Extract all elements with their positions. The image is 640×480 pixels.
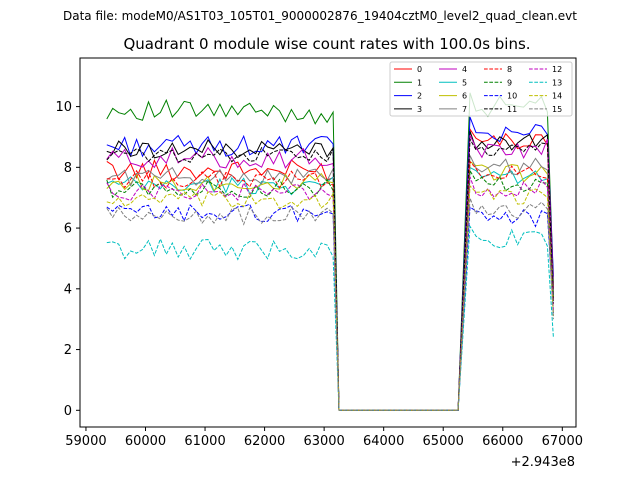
legend-box xyxy=(389,61,573,117)
legend-label-4: 4 xyxy=(462,65,467,74)
y-tick-label: 0 xyxy=(64,404,72,419)
series-line-8 xyxy=(106,160,554,411)
series-line-5 xyxy=(106,166,554,411)
x-tick-label: 59000 xyxy=(65,434,106,449)
series-line-13 xyxy=(106,224,554,411)
legend-label-13: 13 xyxy=(552,78,562,87)
axes-frame xyxy=(79,57,577,428)
plot-area: 59000 60000 61000 62000 63000 64000 65000 66000… xyxy=(55,57,583,449)
series-line-4 xyxy=(106,135,554,411)
legend-label-10: 10 xyxy=(507,92,517,101)
series-line-7 xyxy=(106,155,554,411)
series-line-14 xyxy=(106,184,554,411)
legend-label-12: 12 xyxy=(552,65,562,74)
legend-label-0: 0 xyxy=(417,65,422,74)
x-tick-label: 62000 xyxy=(244,434,285,449)
y-tick-label: 2 xyxy=(64,343,72,358)
x-tick-label: 67000 xyxy=(542,434,583,449)
legend-label-15: 15 xyxy=(552,105,562,114)
legend-label-3: 3 xyxy=(417,105,422,114)
legend-label-14: 14 xyxy=(552,92,562,101)
legend-label-11: 11 xyxy=(507,105,517,114)
axes-background xyxy=(80,58,576,427)
series-line-15 xyxy=(106,197,554,411)
series-line-12 xyxy=(106,176,554,411)
x-offset-label: +2.943e8 xyxy=(511,455,575,470)
x-tick-label: 63000 xyxy=(303,434,344,449)
x-tick-label: 60000 xyxy=(125,434,166,449)
y-axis-ticks: 0 2 4 6 8 10 xyxy=(55,100,80,419)
x-axis-ticks: 59000 60000 61000 62000 63000 64000 65000 66000… xyxy=(65,427,583,449)
y-tick-label: 10 xyxy=(55,100,72,115)
legend-label-1: 1 xyxy=(417,78,422,87)
legend-label-5: 5 xyxy=(462,78,467,87)
x-tick-label: 64000 xyxy=(363,434,404,449)
series-line-11 xyxy=(106,137,554,411)
x-tick-label: 66000 xyxy=(482,434,523,449)
series-line-0 xyxy=(106,127,554,411)
chart-title: Quadrant 0 module wise count rates with … xyxy=(123,35,530,53)
legend-label-9: 9 xyxy=(507,78,512,87)
series-layer xyxy=(106,92,554,411)
legend-label-6: 6 xyxy=(462,92,467,101)
series-line-10 xyxy=(106,203,554,411)
x-tick-label: 65000 xyxy=(423,434,464,449)
series-line-9 xyxy=(106,169,554,411)
y-tick-label: 8 xyxy=(64,161,72,176)
y-tick-label: 6 xyxy=(64,222,72,237)
legend-label-7: 7 xyxy=(462,105,467,114)
suptitle: Data file: modeM0/AS1T03_105T01_90000028… xyxy=(63,9,577,23)
series-line-2 xyxy=(106,116,554,411)
legend-label-8: 8 xyxy=(507,65,512,74)
legend-label-2: 2 xyxy=(417,92,422,101)
series-line-3 xyxy=(106,131,554,411)
x-tick-label: 61000 xyxy=(184,434,225,449)
y-tick-label: 4 xyxy=(64,282,72,297)
